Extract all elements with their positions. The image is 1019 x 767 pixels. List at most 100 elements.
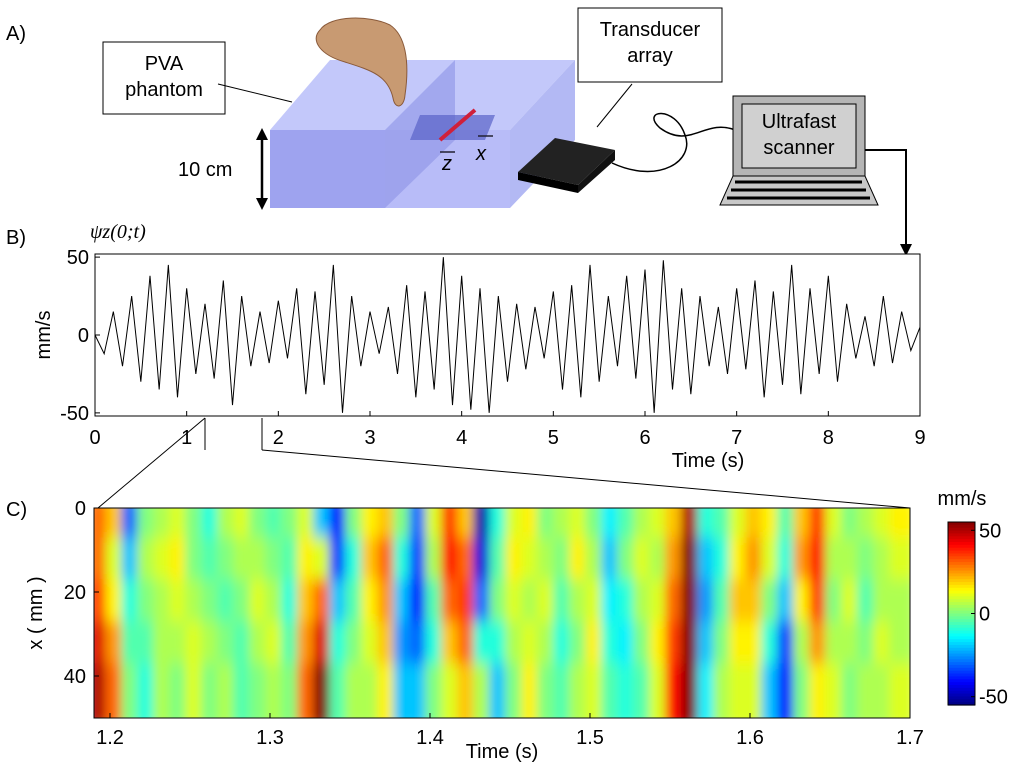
cable [611,112,736,173]
colorbar-step [948,604,975,609]
colorbar-label: mm/s [938,488,987,510]
panel-label: A) [6,23,26,45]
transducer-side [578,150,615,193]
colorbar-step [948,696,975,700]
colorbar-step [948,582,975,586]
colorbar-step [948,593,975,597]
panel-label: C) [6,499,27,521]
x-tick-label: 7 [731,427,742,449]
data-arrow [865,149,907,248]
zoom-line [97,417,206,509]
x-tick-label: 1.5 [576,727,604,749]
pointer [217,83,293,103]
x-tick-label: 5 [548,427,559,449]
colorbar-step [948,624,975,629]
colorbar-step [948,647,975,652]
transducer-box [577,7,723,83]
colorbar-step [948,662,975,666]
colorbar-step [948,670,975,675]
colorbar-step [948,690,975,695]
y-tick-label: -50 [60,403,89,425]
colorbar-step [948,650,975,655]
colorbar-step [948,627,975,632]
colorbar-step [948,607,975,612]
colorbar-step [948,633,975,637]
colorbar-step [948,659,975,663]
transducer-line [438,108,477,142]
finger [315,17,408,107]
colorbar-step [948,667,975,672]
colorbar-step [948,587,975,592]
colorbar-step [948,547,975,552]
transducer-label: Transducer array [600,19,701,67]
x-tick-label: 2 [273,427,284,449]
phantom-label: PVA phantom [125,53,203,101]
plot-frame [93,507,911,719]
y-tick-label: 0 [75,498,86,520]
colorbar-step [948,562,975,566]
setup-diagram: A) z x 10 cm PVA phantom Transducer array … [6,7,912,256]
colorbar-step [948,687,975,692]
colorbar-step [948,699,975,703]
colorbar-step [948,610,975,615]
colorbar-step [948,536,975,540]
colorbar-step [948,553,975,557]
axis-z: z [441,153,452,175]
colorbar-step [948,684,975,689]
y-axis-label: mm/s [33,311,55,360]
colorbar-tick-label: 50 [979,520,1001,542]
pointer [596,83,633,128]
transducer-top [518,138,615,185]
axis-x: x [475,143,487,165]
colorbar-tick-label: 0 [979,604,990,626]
y-tick-label: 20 [64,582,86,604]
transducer-front [518,172,578,193]
screen [741,103,857,169]
colorbar-step [948,573,975,577]
arrow-head [256,198,268,210]
colorbar-step [948,693,975,698]
phantom-front-left [270,130,385,208]
colorbar-step [948,576,975,580]
x-axis-label: Time (s) [466,741,539,763]
x-tick-label: 8 [823,427,834,449]
colorbar-tick-label: -50 [979,687,1008,709]
colorbar-step [948,656,975,660]
colorbar-step [948,570,975,575]
colorbar-step [948,542,975,546]
colorbar-step [948,636,975,640]
x-tick-label: 1.7 [896,727,924,749]
phantom-box [102,41,226,115]
x-tick-label: 9 [914,427,925,449]
colorbar-step [948,622,975,626]
x-tick-label: 1.3 [256,727,284,749]
colorbar-step [948,653,975,657]
x-tick-label: 1.2 [96,727,124,749]
colorbar-step [948,522,975,526]
heatmap-clip [94,508,910,718]
colorbar-step [948,564,975,569]
heat-cell [889,663,910,718]
heatmap [94,508,910,718]
colorbar-step [948,524,975,529]
scanner-label: Ultrafast scanner [762,111,837,159]
colorbar-step [948,530,975,535]
colorbar-step [948,584,975,589]
colorbar-step [948,556,975,560]
colorbar-step [948,673,975,678]
colorbar-step [948,544,975,549]
signal-line [94,257,921,413]
colorbar-step [948,527,975,532]
colorbar-step [948,702,975,706]
colorbar-step [948,599,975,603]
y-tick-label: 40 [64,666,86,688]
depth-label: 10 cm [178,159,232,181]
colorbar-step [948,567,975,572]
colorbar-step [948,682,975,686]
arrow-head [256,128,268,140]
panel-label: B) [6,227,26,249]
y-tick-label: 50 [67,247,89,269]
colorbar-step [948,550,975,555]
x-tick-label: 6 [639,427,650,449]
